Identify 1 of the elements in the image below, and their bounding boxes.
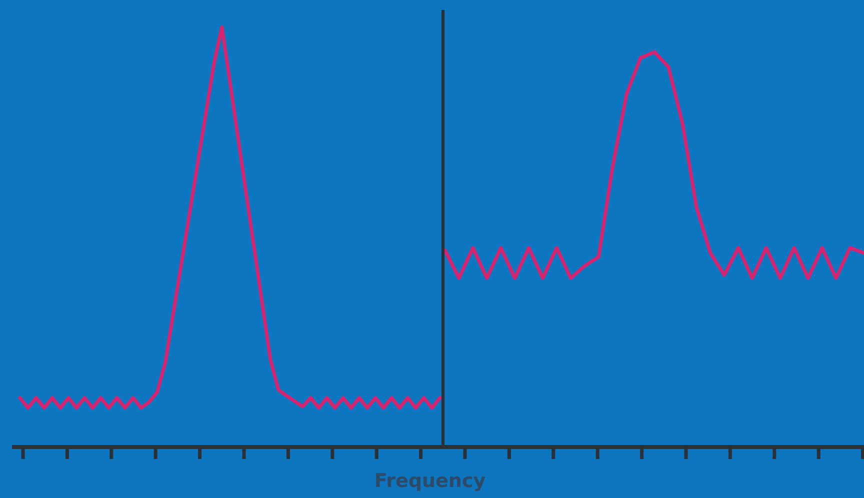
- x-axis-title: Frequency: [373, 470, 487, 492]
